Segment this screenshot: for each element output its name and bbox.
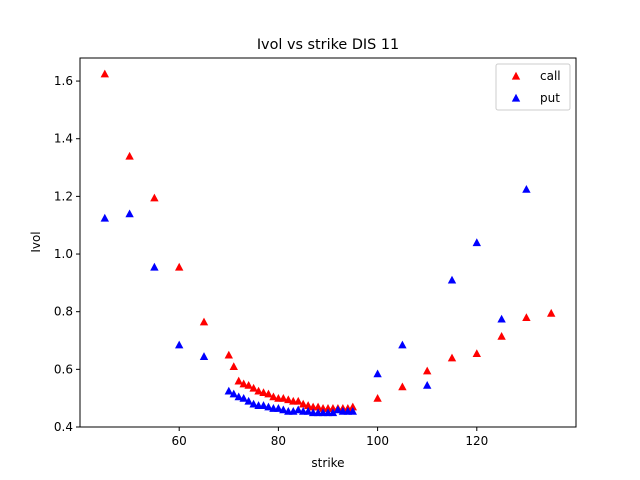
put-point xyxy=(259,401,268,409)
call-point xyxy=(259,388,268,396)
x-tick-label: 60 xyxy=(172,434,187,448)
put-point xyxy=(328,408,338,417)
call-point xyxy=(224,350,233,359)
put-point xyxy=(398,340,407,349)
call-point xyxy=(234,376,243,385)
chart-title: Ivol vs strike DIS 11 xyxy=(257,37,399,53)
call-point xyxy=(264,389,273,398)
put-point xyxy=(100,213,109,222)
legend-marker-call xyxy=(511,71,521,80)
y-tick-label: 0.4 xyxy=(54,420,73,434)
x-tick-label: 100 xyxy=(366,434,389,448)
call-point xyxy=(547,308,556,317)
plot-area xyxy=(79,57,577,428)
series-put xyxy=(100,184,531,417)
data-markers xyxy=(100,69,556,417)
put-point xyxy=(279,405,288,414)
legend-marker-put xyxy=(511,93,521,102)
call-point xyxy=(150,193,159,202)
put-point xyxy=(125,209,134,218)
put-point xyxy=(472,238,481,247)
call-point xyxy=(472,349,481,358)
call-point xyxy=(244,380,253,389)
put-point xyxy=(497,314,506,323)
call-point xyxy=(269,392,278,401)
put-point xyxy=(264,402,273,411)
put-point xyxy=(229,389,238,398)
y-tick-label: 0.6 xyxy=(54,362,73,376)
put-point xyxy=(224,386,233,395)
call-point xyxy=(249,383,258,392)
legend-label-put: put xyxy=(540,91,560,105)
x-tick-label: 120 xyxy=(465,434,488,448)
call-point xyxy=(279,393,288,402)
call-point xyxy=(303,401,313,409)
put-point xyxy=(239,393,248,402)
legend-label-call: call xyxy=(540,69,561,83)
call-point xyxy=(199,317,209,326)
put-point xyxy=(244,396,253,405)
call-point xyxy=(284,395,293,404)
call-point xyxy=(348,402,357,411)
y-axis-label: Ivol xyxy=(29,231,43,252)
put-point xyxy=(333,405,343,414)
put-point xyxy=(303,406,313,415)
put-point xyxy=(348,406,357,415)
put-point xyxy=(199,352,209,360)
y-tick-label: 1.2 xyxy=(54,189,73,203)
put-point xyxy=(249,399,258,408)
plot-frame xyxy=(79,57,577,428)
call-point xyxy=(313,402,323,411)
call-point xyxy=(239,379,248,388)
put-point xyxy=(175,340,184,349)
call-point xyxy=(423,366,432,375)
call-point xyxy=(373,393,382,402)
call-point xyxy=(254,386,263,395)
put-point xyxy=(447,275,457,284)
put-point xyxy=(150,262,159,271)
call-point xyxy=(229,362,238,371)
call-point xyxy=(125,151,134,160)
put-point xyxy=(234,392,243,401)
call-point xyxy=(100,69,109,78)
y-tick-label: 1.6 xyxy=(54,74,73,88)
call-point xyxy=(497,331,506,340)
y-axis: 0.4 0.6 0.8 1.0 1.2 1.4 1.6 xyxy=(54,74,80,434)
y-tick-label: 1.4 xyxy=(54,132,73,146)
put-point xyxy=(373,369,382,378)
series-call xyxy=(100,69,556,412)
x-axis: 60 80 100 120 xyxy=(172,427,488,448)
call-point xyxy=(447,353,457,362)
call-point xyxy=(294,396,303,405)
call-point xyxy=(299,399,308,408)
call-point xyxy=(398,382,407,391)
put-point xyxy=(274,404,283,412)
call-point xyxy=(522,313,531,322)
put-point xyxy=(522,184,531,193)
y-tick-label: 1.0 xyxy=(54,247,73,261)
call-point xyxy=(175,262,184,271)
legend: call put xyxy=(495,63,571,111)
x-tick-label: 80 xyxy=(271,434,286,448)
put-point xyxy=(423,380,432,389)
put-point xyxy=(294,405,303,414)
x-axis-label: strike xyxy=(311,456,344,470)
y-tick-label: 0.8 xyxy=(54,305,73,319)
